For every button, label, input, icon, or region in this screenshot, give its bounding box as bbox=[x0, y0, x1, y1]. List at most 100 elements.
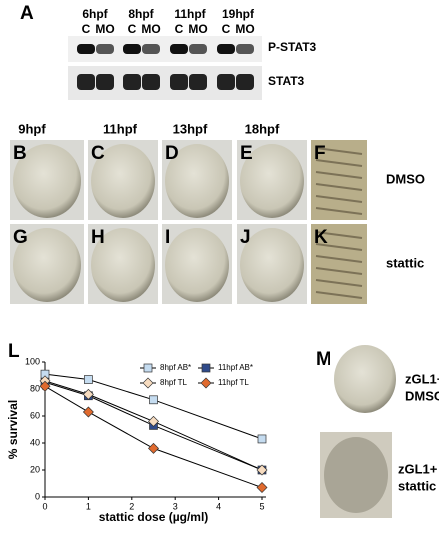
lane-label: C bbox=[128, 22, 137, 36]
band bbox=[217, 44, 235, 54]
x-axis-label: stattic dose (µg/ml) bbox=[99, 510, 209, 524]
band bbox=[189, 44, 207, 54]
embryo bbox=[91, 228, 155, 302]
legend-label: 8hpf AB* bbox=[160, 363, 191, 372]
legend-label: 11hpf AB* bbox=[218, 363, 253, 372]
band bbox=[236, 74, 254, 90]
y-tick-label: 80 bbox=[30, 383, 40, 393]
band bbox=[123, 74, 141, 90]
somite bbox=[315, 279, 363, 287]
band bbox=[77, 74, 95, 90]
timepoint: 6hpf bbox=[82, 7, 108, 21]
lane-label: MO bbox=[95, 22, 114, 36]
somite bbox=[315, 183, 363, 191]
embryo bbox=[240, 228, 304, 302]
band bbox=[189, 74, 207, 90]
caption: DMSO bbox=[405, 388, 439, 403]
band bbox=[170, 74, 188, 90]
timepoint: 9hpf bbox=[18, 121, 46, 136]
series-line bbox=[44, 381, 263, 471]
embryo bbox=[334, 345, 396, 413]
timepoint: 11hpf bbox=[174, 7, 206, 21]
caption: stattic bbox=[398, 478, 436, 493]
somite bbox=[315, 231, 363, 239]
y-tick-label: 60 bbox=[30, 410, 40, 420]
timepoint: 11hpf bbox=[103, 121, 138, 136]
panel-label: K bbox=[314, 227, 328, 248]
somite bbox=[315, 159, 363, 167]
timepoint: 13hpf bbox=[173, 121, 208, 136]
y-axis-label: % survival bbox=[6, 400, 20, 459]
panel-label: I bbox=[165, 227, 170, 248]
band bbox=[77, 44, 95, 54]
embryo bbox=[165, 228, 229, 302]
y-tick-label: 100 bbox=[25, 356, 40, 366]
embryo bbox=[13, 144, 81, 218]
panel-label: D bbox=[165, 143, 179, 164]
band bbox=[142, 44, 160, 54]
embryo bbox=[240, 144, 304, 218]
timepoint: 8hpf bbox=[128, 7, 154, 21]
y-tick-label: 40 bbox=[30, 437, 40, 447]
marker bbox=[84, 375, 93, 384]
x-tick-label: 4 bbox=[216, 501, 221, 511]
band bbox=[217, 74, 235, 90]
y-tick-label: 0 bbox=[35, 491, 40, 501]
panel-label: E bbox=[240, 143, 253, 164]
panel-label: L bbox=[8, 341, 20, 362]
x-tick-label: 5 bbox=[259, 501, 264, 511]
somite bbox=[315, 195, 363, 203]
somite bbox=[315, 267, 363, 275]
timepoint: 19hpf bbox=[222, 7, 255, 21]
lane-label: C bbox=[222, 22, 231, 36]
series-line bbox=[44, 373, 263, 440]
timepoint: 18hpf bbox=[245, 121, 280, 136]
band bbox=[96, 74, 114, 90]
somite bbox=[315, 207, 363, 215]
condition-label: DMSO bbox=[386, 171, 425, 186]
x-tick-label: 2 bbox=[129, 501, 134, 511]
series-line bbox=[44, 385, 263, 489]
lane-label: MO bbox=[188, 22, 207, 36]
lane-label: MO bbox=[235, 22, 254, 36]
marker bbox=[149, 395, 158, 405]
somite bbox=[315, 243, 363, 251]
marker bbox=[142, 377, 154, 389]
panel-label: H bbox=[91, 227, 105, 248]
panel-label: F bbox=[314, 143, 326, 164]
band bbox=[236, 44, 254, 54]
embryo bbox=[13, 228, 81, 302]
lane-label: C bbox=[175, 22, 184, 36]
panel-label: C bbox=[91, 143, 105, 164]
band bbox=[123, 44, 141, 54]
marker bbox=[200, 377, 212, 389]
embryo bbox=[324, 437, 388, 513]
band bbox=[142, 74, 160, 90]
x-tick-label: 0 bbox=[42, 501, 47, 511]
x-tick-label: 3 bbox=[173, 501, 178, 511]
row-label: STAT3 bbox=[268, 74, 305, 88]
somite bbox=[315, 255, 363, 263]
lane-label: MO bbox=[141, 22, 160, 36]
legend-label: 11hpf TL bbox=[218, 378, 249, 387]
caption: zGL1+ bbox=[405, 371, 439, 386]
condition-label: stattic bbox=[386, 255, 424, 270]
caption: zGL1+ bbox=[398, 461, 438, 476]
marker bbox=[82, 388, 94, 400]
marker bbox=[201, 363, 211, 373]
panel-label: G bbox=[13, 227, 28, 248]
marker bbox=[143, 363, 153, 373]
somite bbox=[315, 147, 363, 155]
marker bbox=[148, 442, 159, 454]
panel-label: J bbox=[240, 227, 251, 248]
marker bbox=[256, 464, 268, 476]
lane-label: C bbox=[82, 22, 91, 36]
embryo bbox=[165, 144, 229, 218]
marker bbox=[148, 415, 159, 427]
somite bbox=[315, 171, 363, 179]
embryo bbox=[91, 144, 155, 218]
panel-label: A bbox=[20, 3, 34, 24]
legend-label: 8hpf TL bbox=[160, 378, 188, 387]
series-line bbox=[44, 380, 263, 471]
